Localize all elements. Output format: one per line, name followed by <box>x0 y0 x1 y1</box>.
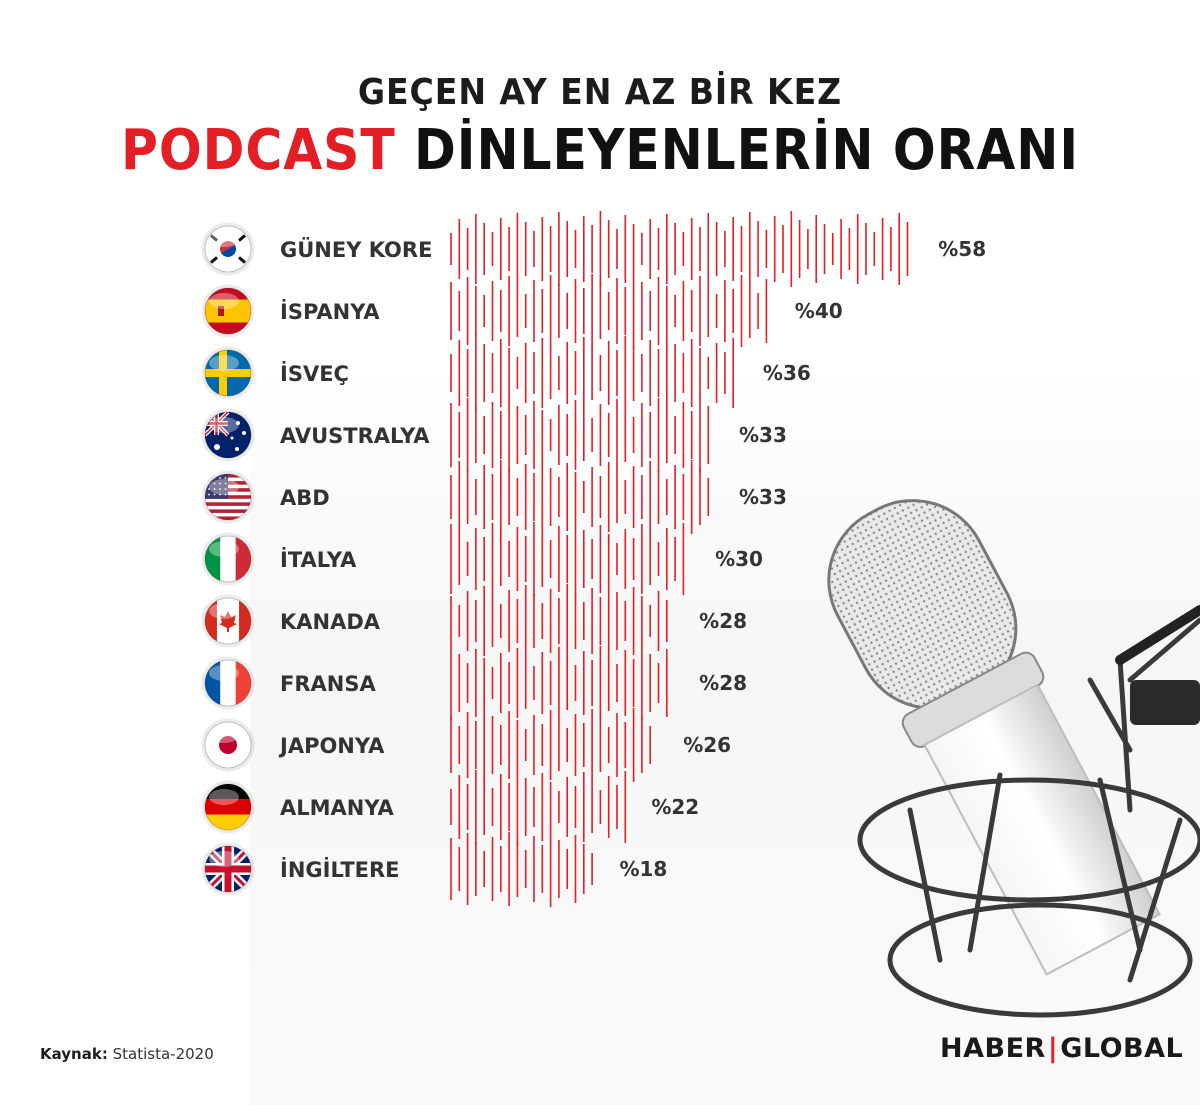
brand-right: GLOBAL <box>1060 1033 1184 1064</box>
bar <box>450 769 627 845</box>
brand-logo: HABER|GLOBAL <box>940 1033 1183 1064</box>
category-label: JAPONYA <box>278 734 385 758</box>
spain-flag-icon <box>201 284 255 338</box>
chart-row: İSPANYA %40 <box>201 273 843 349</box>
chart-row: İTALYA %30 <box>201 521 763 597</box>
title-line-1: GEÇEN AY EN AZ BİR KEZ <box>357 72 843 113</box>
title-rest: DİNLEYENLERİN ORANI <box>414 118 1079 183</box>
uk-flag-icon <box>201 842 255 896</box>
germany-flag-icon <box>201 780 255 834</box>
sweden-flag-icon <box>201 346 255 400</box>
value-label: %18 <box>619 857 667 881</box>
chart-row: AVUSTRALYA %33 <box>201 397 787 473</box>
chart-row: KANADA %28 <box>201 583 747 659</box>
value-label: %33 <box>739 485 787 509</box>
canada-flag-icon <box>201 594 255 648</box>
microphone-illustration <box>827 499 1200 1018</box>
chart-row: ABD %33 <box>201 459 787 535</box>
source-note: Kaynak: Statista-2020 <box>40 1045 214 1063</box>
usa-flag-icon <box>201 470 255 524</box>
chart-row: ALMANYA %22 <box>201 769 699 845</box>
value-label: %22 <box>651 795 699 819</box>
value-label: %33 <box>739 423 787 447</box>
italy-flag-icon <box>201 532 255 586</box>
bar <box>450 707 652 783</box>
title-accent: PODCAST <box>121 118 396 183</box>
chart-row: FRANSA %28 <box>201 645 747 721</box>
category-label: İSVEÇ <box>280 361 349 386</box>
south-korea-flag-icon <box>201 222 255 276</box>
australia-flag-icon <box>201 408 255 462</box>
category-label: İTALYA <box>280 547 357 572</box>
value-label: %40 <box>795 299 843 323</box>
value-label: %28 <box>699 609 747 633</box>
brand-separator: | <box>1047 1033 1059 1064</box>
japan-flag-icon <box>201 718 255 772</box>
value-label: %36 <box>763 361 811 385</box>
category-label: GÜNEY KORE <box>280 237 432 262</box>
category-label: İNGİLTERE <box>280 857 400 882</box>
bar <box>450 521 685 597</box>
bar <box>450 583 668 659</box>
value-label: %30 <box>715 547 763 571</box>
bar <box>450 335 735 411</box>
category-label: İSPANYA <box>280 299 380 324</box>
value-label: %28 <box>699 671 747 695</box>
bar <box>450 831 593 907</box>
brand-left: HABER <box>940 1033 1046 1064</box>
bar <box>450 397 710 473</box>
bar <box>450 211 909 287</box>
chart-row: İSVEÇ %36 <box>201 335 811 411</box>
chart-row: GÜNEY KORE %58 <box>201 211 986 287</box>
source-label: Kaynak: <box>40 1045 108 1063</box>
france-flag-icon <box>201 656 255 710</box>
source-value: Statista-2020 <box>112 1045 214 1063</box>
category-label: AVUSTRALYA <box>280 424 430 448</box>
bar <box>450 273 768 349</box>
value-label: %26 <box>683 733 731 757</box>
category-label: ABD <box>280 486 330 510</box>
chart-row: İNGİLTERE %18 <box>201 831 667 907</box>
title-line-2: PODCAST DİNLEYENLERİN ORANI <box>60 118 1140 183</box>
category-label: ALMANYA <box>280 796 395 820</box>
bar <box>450 645 668 721</box>
bar <box>450 459 710 535</box>
category-label: KANADA <box>280 610 381 634</box>
category-label: FRANSA <box>280 672 376 696</box>
value-label: %58 <box>938 237 986 261</box>
chart-row: JAPONYA %26 <box>201 707 731 783</box>
